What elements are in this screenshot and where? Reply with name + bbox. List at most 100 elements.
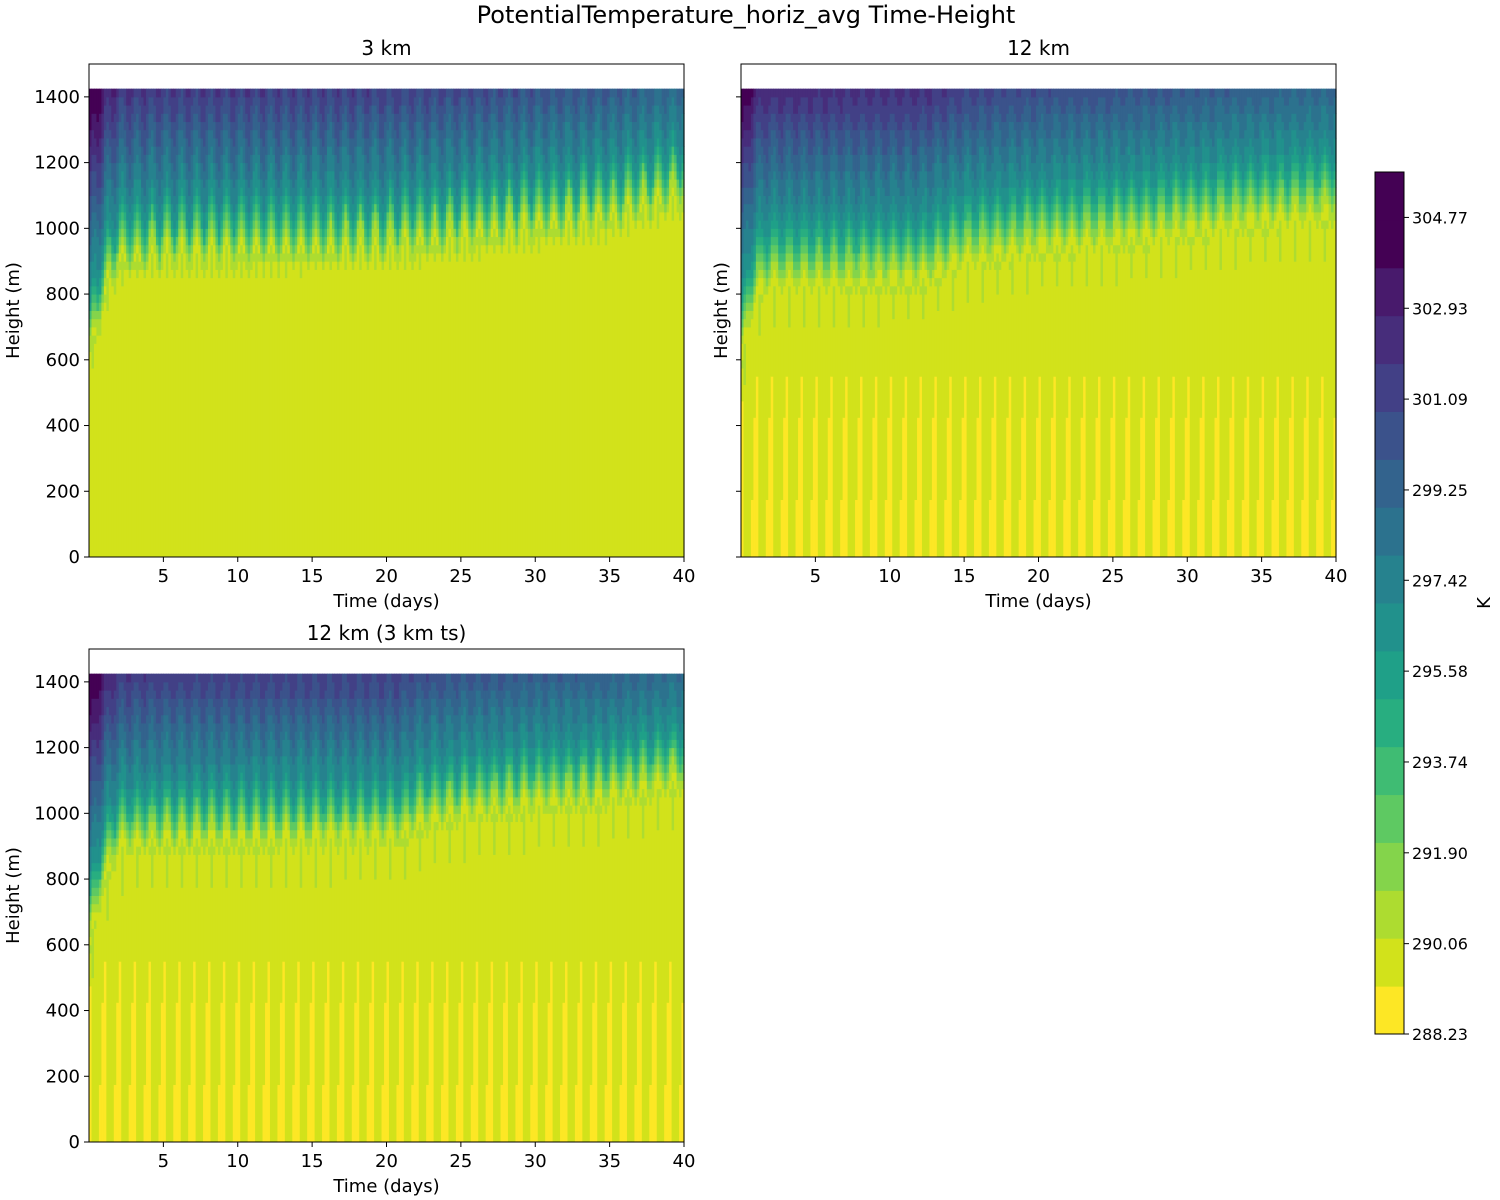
contour-cell — [289, 211, 293, 221]
contour-cell — [567, 162, 571, 172]
contour-cell — [599, 195, 603, 205]
contour-cell — [488, 203, 492, 213]
contour-cell — [304, 137, 308, 155]
contour-cell — [659, 113, 663, 131]
contour-cell — [431, 244, 435, 254]
contour-cell — [961, 96, 965, 123]
contour-cell — [850, 96, 854, 123]
contour-cell — [230, 236, 234, 246]
contour-cell — [433, 211, 437, 229]
contour-cell — [421, 228, 425, 238]
contour-cell — [379, 261, 383, 558]
contour-cell — [93, 137, 98, 155]
contour-cell — [336, 269, 340, 558]
contour-cell — [825, 277, 829, 295]
contour-cell — [800, 220, 804, 229]
contour-cell — [210, 88, 214, 114]
contour-cell — [909, 294, 913, 558]
contour-cell — [661, 187, 665, 196]
contour-cell — [788, 236, 792, 246]
contour-cell — [91, 154, 95, 172]
contour-cell — [331, 244, 336, 254]
contour-cell — [790, 203, 794, 221]
contour-cell — [949, 88, 953, 98]
contour-cell — [1038, 203, 1042, 213]
contour-cell — [912, 261, 916, 270]
contour-cell — [170, 252, 174, 270]
contour-cell — [532, 203, 536, 213]
contour-cell — [168, 121, 172, 139]
contour-cell — [919, 129, 923, 147]
contour-cell — [180, 88, 184, 114]
contour-cell — [969, 154, 973, 180]
contour-cell — [926, 261, 931, 270]
contour-cell — [619, 170, 623, 188]
contour-cell — [178, 195, 182, 205]
contour-cell — [877, 146, 881, 164]
contour-cell — [448, 211, 452, 229]
contour-cell — [289, 261, 293, 558]
contour-cell — [622, 129, 626, 164]
contour-cell — [845, 88, 849, 114]
contour-cell — [279, 88, 283, 106]
contour-cell — [936, 228, 940, 238]
contour-cell — [312, 236, 316, 246]
contour-cell — [560, 211, 564, 221]
contour-cell — [857, 252, 861, 262]
contour-cell — [612, 162, 616, 172]
contour-cell — [289, 113, 293, 139]
contour-cell — [852, 129, 856, 155]
contour-cell — [336, 252, 340, 262]
contour-cell — [847, 236, 851, 246]
contour-cell — [374, 203, 378, 213]
contour-cell — [830, 170, 834, 205]
contour-cell — [294, 105, 298, 131]
contour-cell — [222, 211, 226, 221]
contour-cell — [574, 220, 578, 229]
contour-cell — [783, 244, 787, 254]
contour-cell — [879, 294, 883, 558]
contour-cell — [193, 113, 197, 131]
contour-cell — [607, 203, 611, 213]
contour-cell — [225, 220, 229, 229]
contour-cell — [847, 269, 851, 287]
contour-cell — [847, 285, 851, 328]
contour-cell — [914, 195, 918, 221]
contour-cell — [902, 228, 906, 238]
contour-cell — [1018, 252, 1022, 262]
contour-cell — [257, 252, 261, 262]
contour-cell — [292, 146, 296, 172]
contour-cell — [584, 187, 588, 196]
contour-cell — [416, 88, 420, 106]
contour-cell — [550, 203, 554, 213]
contour-cell — [802, 146, 807, 172]
contour-cell — [277, 244, 281, 254]
contour-cell — [530, 252, 534, 558]
contour-cell — [607, 162, 611, 180]
contour-cell — [634, 88, 638, 98]
contour-cell — [374, 187, 378, 196]
contour-cell — [872, 277, 876, 287]
contour-cell — [393, 195, 398, 213]
contour-cell — [108, 162, 112, 180]
contour-cell — [780, 244, 784, 254]
contour-cell — [532, 195, 536, 205]
contour-cell — [921, 220, 926, 229]
contour-cell — [351, 252, 355, 262]
y-tick-label: 0 — [69, 547, 80, 568]
contour-cell — [555, 211, 559, 221]
contour-cell — [562, 211, 566, 221]
contour-cell — [602, 88, 606, 106]
contour-cell — [495, 88, 499, 106]
contour-cell — [996, 105, 1000, 123]
contour-cell — [874, 252, 878, 262]
contour-cell — [974, 228, 978, 238]
contour-cell — [490, 187, 494, 196]
contour-cell — [892, 146, 896, 164]
contour-cell — [914, 269, 918, 279]
contour-cell — [106, 137, 110, 155]
contour-cell — [530, 146, 534, 164]
contour-cell — [929, 277, 933, 287]
contour-cell — [361, 211, 365, 221]
contour-cell — [232, 88, 236, 98]
